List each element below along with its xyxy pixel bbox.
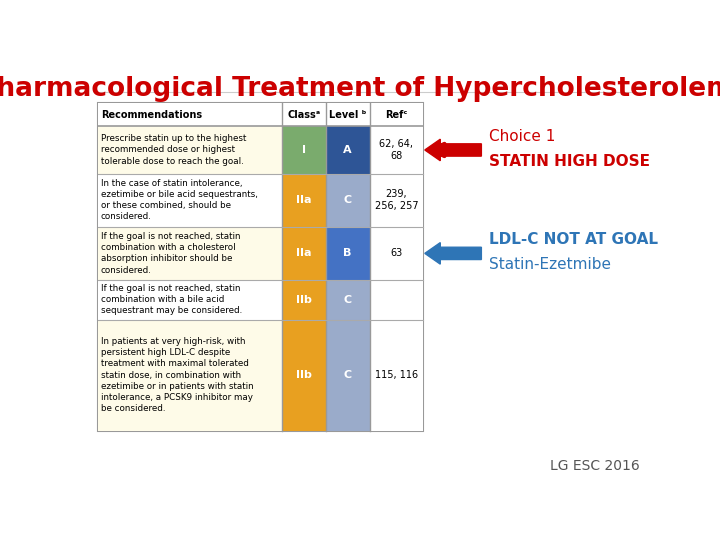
Bar [98,280,282,320]
Text: Classᵃ: Classᵃ [287,110,320,120]
Text: If the goal is not reached, statin
combination with a cholesterol
absorption inh: If the goal is not reached, statin combi… [101,232,240,274]
Text: IIb: IIb [296,370,312,380]
Text: STATIN HIGH DOSE: STATIN HIGH DOSE [489,154,650,169]
Bar [98,126,282,173]
Bar [282,173,325,227]
Bar [98,227,282,280]
Bar [282,320,325,430]
Bar [325,126,369,173]
Bar [98,103,423,430]
Text: Choice 1: Choice 1 [489,129,556,144]
FancyArrow shape [425,242,482,264]
Text: Statin-Ezetmibe: Statin-Ezetmibe [489,258,611,273]
Text: A: A [343,145,352,155]
Text: LDL-C NOT AT GOAL: LDL-C NOT AT GOAL [489,232,658,247]
Text: 115, 116: 115, 116 [375,370,418,380]
Text: Refᶜ: Refᶜ [385,110,408,120]
Bar [325,227,369,280]
FancyArrow shape [425,139,482,161]
Text: Level ᵇ: Level ᵇ [329,110,366,120]
Text: Prescribe statin up to the highest
recommended dose or highest
tolerable dose to: Prescribe statin up to the highest recom… [101,134,246,166]
Bar [282,280,325,320]
Bar [282,227,325,280]
Text: LG ESC 2016: LG ESC 2016 [551,459,640,473]
Text: I: I [302,145,305,155]
Text: Pharmacological Treatment of Hypercholesterolemia: Pharmacological Treatment of Hypercholes… [0,76,720,103]
Bar [369,126,423,173]
Bar [98,320,282,430]
Bar [282,126,325,173]
Text: 63: 63 [390,248,402,258]
Text: If the goal is not reached, statin
combination with a bile acid
sequestrant may : If the goal is not reached, statin combi… [101,284,242,315]
Text: 62, 64,
68: 62, 64, 68 [379,139,413,161]
Bar [325,320,369,430]
Text: C: C [343,295,351,305]
Text: IIb: IIb [296,295,312,305]
Bar [369,173,423,227]
Bar [369,320,423,430]
Text: IIa: IIa [296,195,311,205]
Bar [325,280,369,320]
Text: C: C [343,370,351,380]
Text: 239,
256, 257: 239, 256, 257 [374,190,418,211]
Bar [325,173,369,227]
Text: In patients at very high-risk, with
persistent high LDL-C despite
treatment with: In patients at very high-risk, with pers… [101,338,253,413]
Bar [369,280,423,320]
Bar [98,103,423,126]
Text: C: C [343,195,351,205]
Text: IIa: IIa [296,248,311,258]
Bar [369,227,423,280]
Text: B: B [343,248,352,258]
Text: In the case of statin intolerance,
ezetimibe or bile acid sequestrants,
or these: In the case of statin intolerance, ezeti… [101,179,258,221]
Text: Recommendations: Recommendations [101,110,202,120]
Bar [98,173,282,227]
